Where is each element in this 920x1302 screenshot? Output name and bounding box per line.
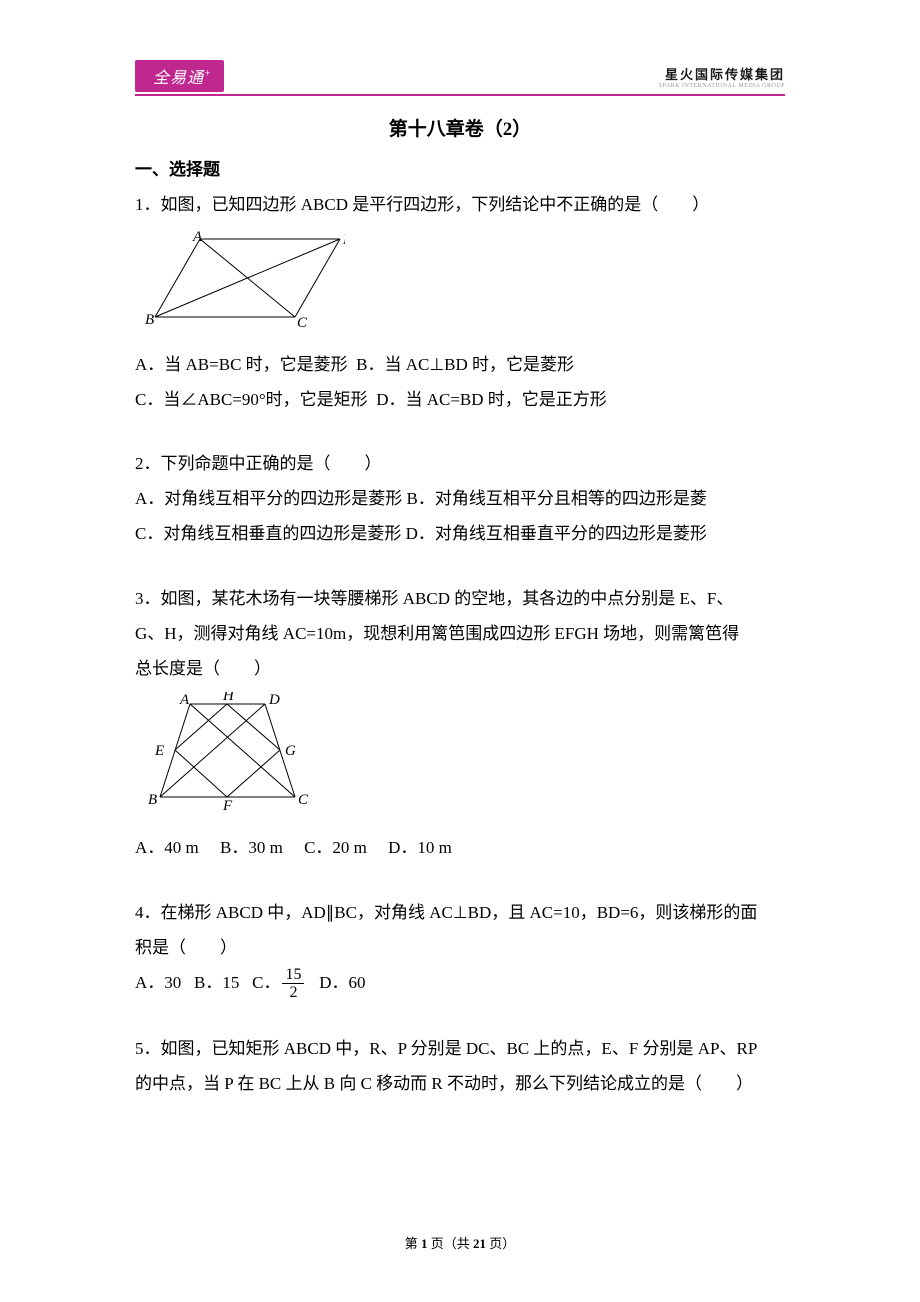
q2-stem: 2．下列命题中正确的是（ ） <box>135 447 785 482</box>
question-2: 2．下列命题中正确的是（ ） A．对角线互相平分的四边形是菱形 B．对角线互相平… <box>135 447 785 552</box>
brand-badge: 全易通+ <box>135 60 224 92</box>
q1-diagram: A D B C <box>145 229 785 342</box>
brand-cn: 星火国际传媒集团 <box>659 64 785 83</box>
q3-stem-l2: G、H，测得对角线 AC=10m，现想利用篱笆围成四边形 EFGH 场地，则需篱… <box>135 617 785 652</box>
question-1: 1．如图，已知四边形 ABCD 是平行四边形，下列结论中不正确的是（ ） A D B… <box>135 188 785 417</box>
q4-stem-l1: 4．在梯形 ABCD 中，AD∥BC，对角线 AC⊥BD，且 AC=10，BD=… <box>135 896 785 931</box>
q1-optB: B．当 AC⊥BD 时，它是菱形 <box>356 355 574 374</box>
brand-right: 星火国际传媒集团 SPARK INTERNATIONAL MEDIA GROUP <box>659 64 785 89</box>
svg-text:D: D <box>268 692 280 708</box>
q2-optD: D．对角线互相垂直平分的四边形是菱形 <box>406 524 707 543</box>
svg-text:D: D <box>342 232 345 248</box>
q4-optB: B．15 <box>194 973 239 992</box>
q4-optD: D．60 <box>319 973 365 992</box>
q3-optA: A．40 m <box>135 838 199 857</box>
svg-text:A: A <box>192 229 203 245</box>
badge-text: 全易通 <box>153 70 204 87</box>
q4-stem-l2: 积是（ ） <box>135 931 785 966</box>
q2-optB: B．对角线互相平分且相等的四边形是菱 <box>407 489 707 508</box>
svg-text:B: B <box>148 792 157 808</box>
q4-optA: A．30 <box>135 973 181 992</box>
svg-text:F: F <box>222 798 233 812</box>
q1-stem: 1．如图，已知四边形 ABCD 是平行四边形，下列结论中不正确的是（ ） <box>135 188 785 223</box>
chapter-title: 第十八章卷（2） <box>135 114 785 141</box>
q1-optA: A．当 AB=BC 时，它是菱形 <box>135 355 348 374</box>
q4-optC-frac: 152 <box>282 966 304 1002</box>
q3-diagram: A B C D E F G H <box>145 692 785 825</box>
page-header: 全易通+ 星火国际传媒集团 SPARK INTERNATIONAL MEDIA … <box>135 60 785 96</box>
question-4: 4．在梯形 ABCD 中，AD∥BC，对角线 AC⊥BD，且 AC=10，BD=… <box>135 896 785 1002</box>
q2-optA: A．对角线互相平分的四边形是菱形 <box>135 489 402 508</box>
question-5: 5．如图，已知矩形 ABCD 中，R、P 分别是 DC、BC 上的点，E、F 分… <box>135 1032 785 1102</box>
q5-stem-l2: 的中点，当 P 在 BC 上从 B 向 C 移动而 R 不动时，那么下列结论成立… <box>135 1067 785 1102</box>
badge-sup: + <box>204 69 212 80</box>
page-footer: 第 1 页（共 21 页） <box>0 1233 920 1252</box>
section-heading: 一、选择题 <box>135 155 785 180</box>
svg-text:E: E <box>154 743 164 759</box>
svg-text:A: A <box>179 692 190 708</box>
svg-text:H: H <box>222 692 235 704</box>
q1-optD: D．当 AC=BD 时，它是正方形 <box>376 390 607 409</box>
question-3: 3．如图，某花木场有一块等腰梯形 ABCD 的空地，其各边的中点分别是 E、F、… <box>135 582 785 866</box>
q3-optC: C．20 m <box>304 838 367 857</box>
q4-optC-num: 15 <box>282 966 304 985</box>
footer-mid: 页（共 <box>427 1236 473 1251</box>
q3-optB: B．30 m <box>220 838 283 857</box>
brand-en: SPARK INTERNATIONAL MEDIA GROUP <box>659 83 785 89</box>
footer-pre: 第 <box>405 1236 421 1251</box>
svg-text:C: C <box>298 792 309 808</box>
q2-optC: C．对角线互相垂直的四边形是菱形 <box>135 524 401 543</box>
q3-optD: D．10 m <box>388 838 452 857</box>
q3-stem-l3: 总长度是（ ） <box>135 652 785 687</box>
q4-optC-pre: C． <box>252 973 280 992</box>
svg-text:C: C <box>297 315 308 329</box>
svg-text:G: G <box>285 743 296 759</box>
q5-stem-l1: 5．如图，已知矩形 ABCD 中，R、P 分别是 DC、BC 上的点，E、F 分… <box>135 1032 785 1067</box>
q3-stem-l1: 3．如图，某花木场有一块等腰梯形 ABCD 的空地，其各边的中点分别是 E、F、 <box>135 582 785 617</box>
q4-optC-den: 2 <box>282 984 304 1002</box>
svg-text:B: B <box>145 312 154 328</box>
footer-total: 21 <box>473 1236 486 1251</box>
footer-post: 页） <box>486 1236 515 1251</box>
q1-optC: C．当∠ABC=90°时，它是矩形 <box>135 390 368 409</box>
